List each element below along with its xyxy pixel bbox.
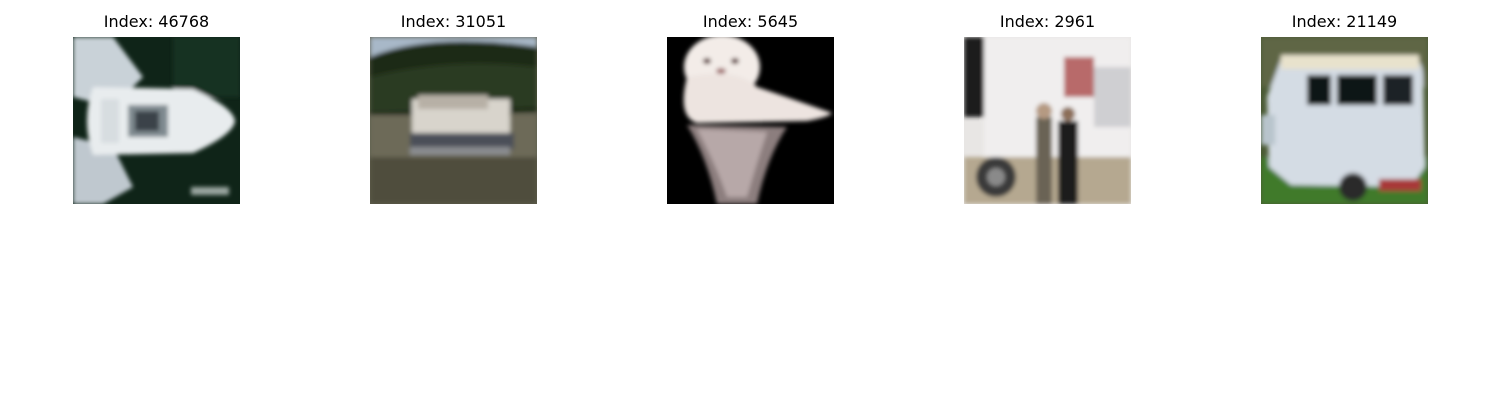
image-title: Index: 46768: [103, 12, 210, 31]
image-title: Index: 2961: [999, 12, 1096, 31]
bird-image: [667, 37, 834, 204]
houseboat-image: [370, 37, 537, 204]
image-title: Index: 31051: [400, 12, 507, 31]
van-image: [1261, 37, 1428, 204]
image-title: Index: 5645: [702, 12, 799, 31]
boat-image: [73, 37, 240, 204]
truck-image: [964, 37, 1131, 204]
image-title: Index: 21149: [1291, 12, 1398, 31]
